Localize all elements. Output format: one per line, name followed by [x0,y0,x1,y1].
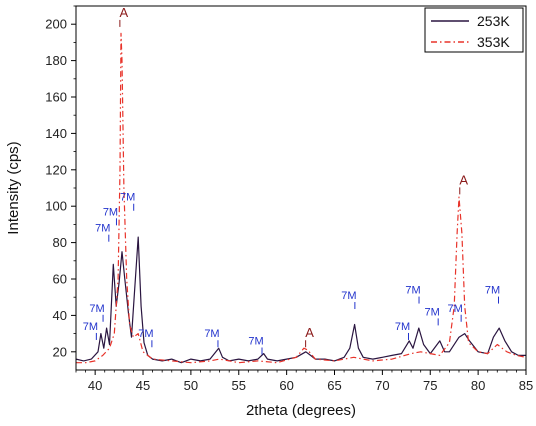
peak-label-A: A [459,172,468,187]
y-tick-label-40: 40 [53,308,67,323]
y-tick-label-20: 20 [53,344,67,359]
x-tick-label-75: 75 [423,378,437,393]
peak-label-7M: 7M [405,285,420,297]
y-axis-title: Intensity (cps) [5,141,22,234]
peak-label-7M: 7M [425,306,440,318]
x-tick-label-40: 40 [88,378,102,393]
peak-label-7M: 7M [395,321,410,333]
y-tick-label-140: 140 [45,126,67,141]
y-tick-label-120: 120 [45,162,67,177]
x-tick-label-70: 70 [375,378,389,393]
x-tick-label-65: 65 [327,378,341,393]
y-tick-label-200: 200 [45,17,67,32]
x-axis-title: 2theta (degrees) [246,402,356,419]
legend-box [424,7,524,53]
peak-label-7M: 7M [120,192,135,204]
peak-label-7M: 7M [341,290,356,302]
peak-label-A: A [120,5,129,20]
series-line-253K [76,236,526,364]
peak-label-7M: 7M [89,303,104,315]
x-tick-label-55: 55 [232,378,246,393]
legend-label-353K: 353K [477,34,510,50]
peak-label-7M: 7M [204,328,219,340]
peak-label-7M: 7M [138,328,153,340]
y-tick-label-80: 80 [53,235,67,250]
y-tick-label-60: 60 [53,272,67,287]
peak-label-7M: 7M [248,336,263,348]
x-tick-label-50: 50 [184,378,198,393]
peak-label-7M: 7M [485,285,500,297]
x-tick-label-60: 60 [279,378,293,393]
legend: 253K 353K [424,7,524,53]
series-line-353K [76,32,526,364]
peak-label-7M: 7M [103,206,118,218]
y-tick-label-180: 180 [45,53,67,68]
y-tick-label-100: 100 [45,199,67,214]
plot-area [76,32,526,364]
legend-label-253K: 253K [477,13,510,29]
peak-label-7M: 7M [83,321,98,333]
y-tick-label-160: 160 [45,90,67,105]
axes: 40 45 50 55 60 65 70 75 80 85 20 40 60 80 100 120 140 160… [45,5,533,393]
peak-label-A: A [305,325,314,340]
peak-label-7M: 7M [448,303,463,315]
x-tick-label-80: 80 [471,378,485,393]
peak-label-7M: 7M [95,223,110,235]
x-tick-label-85: 85 [519,378,533,393]
x-tick-label-45: 45 [136,378,150,393]
